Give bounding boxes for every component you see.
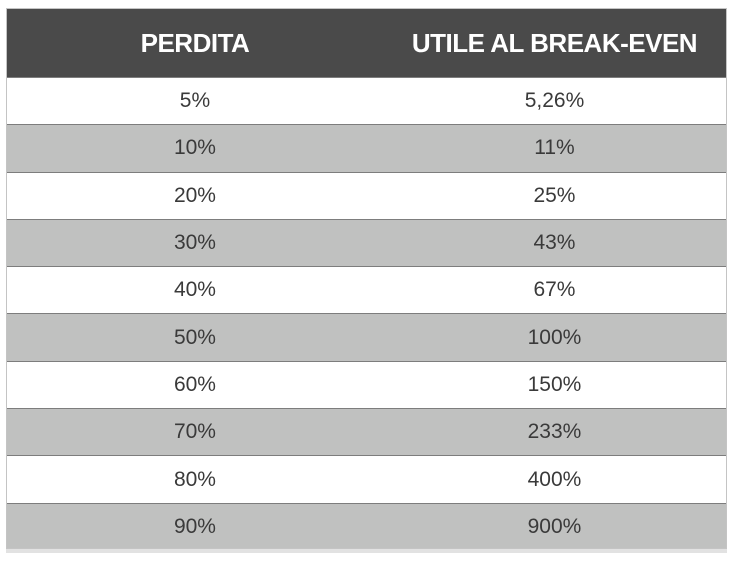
table-row: 80% 400% (7, 455, 726, 503)
loss-cell: 80% (173, 467, 216, 491)
break-even-table: PERDITA UTILE AL BREAK-EVEN 5% 5,26% 10%… (6, 8, 727, 549)
header-loss: PERDITA (140, 28, 250, 58)
loss-cell: 90% (173, 514, 216, 538)
table-row: 10% 11% (7, 124, 726, 172)
gain-cell: 11% (534, 136, 575, 160)
gain-cell: 67% (533, 278, 576, 302)
gain-cell: 43% (533, 231, 576, 255)
gain-cell: 900% (527, 514, 582, 538)
table-row: 20% 25% (7, 171, 726, 219)
loss-cell: 50% (173, 325, 216, 349)
table-row: 60% 150% (7, 360, 726, 409)
loss-cell: 5% (179, 89, 211, 113)
gain-cell: 400% (527, 467, 582, 491)
gain-cell: 150% (527, 372, 582, 396)
loss-cell: 40% (173, 278, 216, 302)
loss-cell: 10% (173, 136, 216, 160)
header-break-even-gain: UTILE AL BREAK-EVEN (411, 28, 698, 58)
table-row: 90% 900% (7, 502, 726, 548)
table-header-row: PERDITA UTILE AL BREAK-EVEN (7, 9, 726, 77)
loss-cell: 60% (173, 372, 216, 396)
table-row: 70% 233% (7, 408, 726, 456)
gain-cell: 5,26% (524, 89, 585, 113)
loss-cell: 30% (173, 231, 216, 255)
loss-cell: 20% (173, 183, 216, 207)
table-row: 30% 43% (7, 218, 726, 267)
gain-cell: 25% (533, 183, 576, 207)
loss-cell: 70% (173, 420, 216, 444)
table-row: 5% 5,26% (7, 77, 726, 125)
gain-cell: 233% (527, 420, 582, 444)
gain-cell: 100% (527, 325, 582, 349)
table-row: 50% 100% (7, 313, 726, 361)
table-row: 40% 67% (7, 266, 726, 314)
table-bottom-shadow (6, 549, 727, 553)
